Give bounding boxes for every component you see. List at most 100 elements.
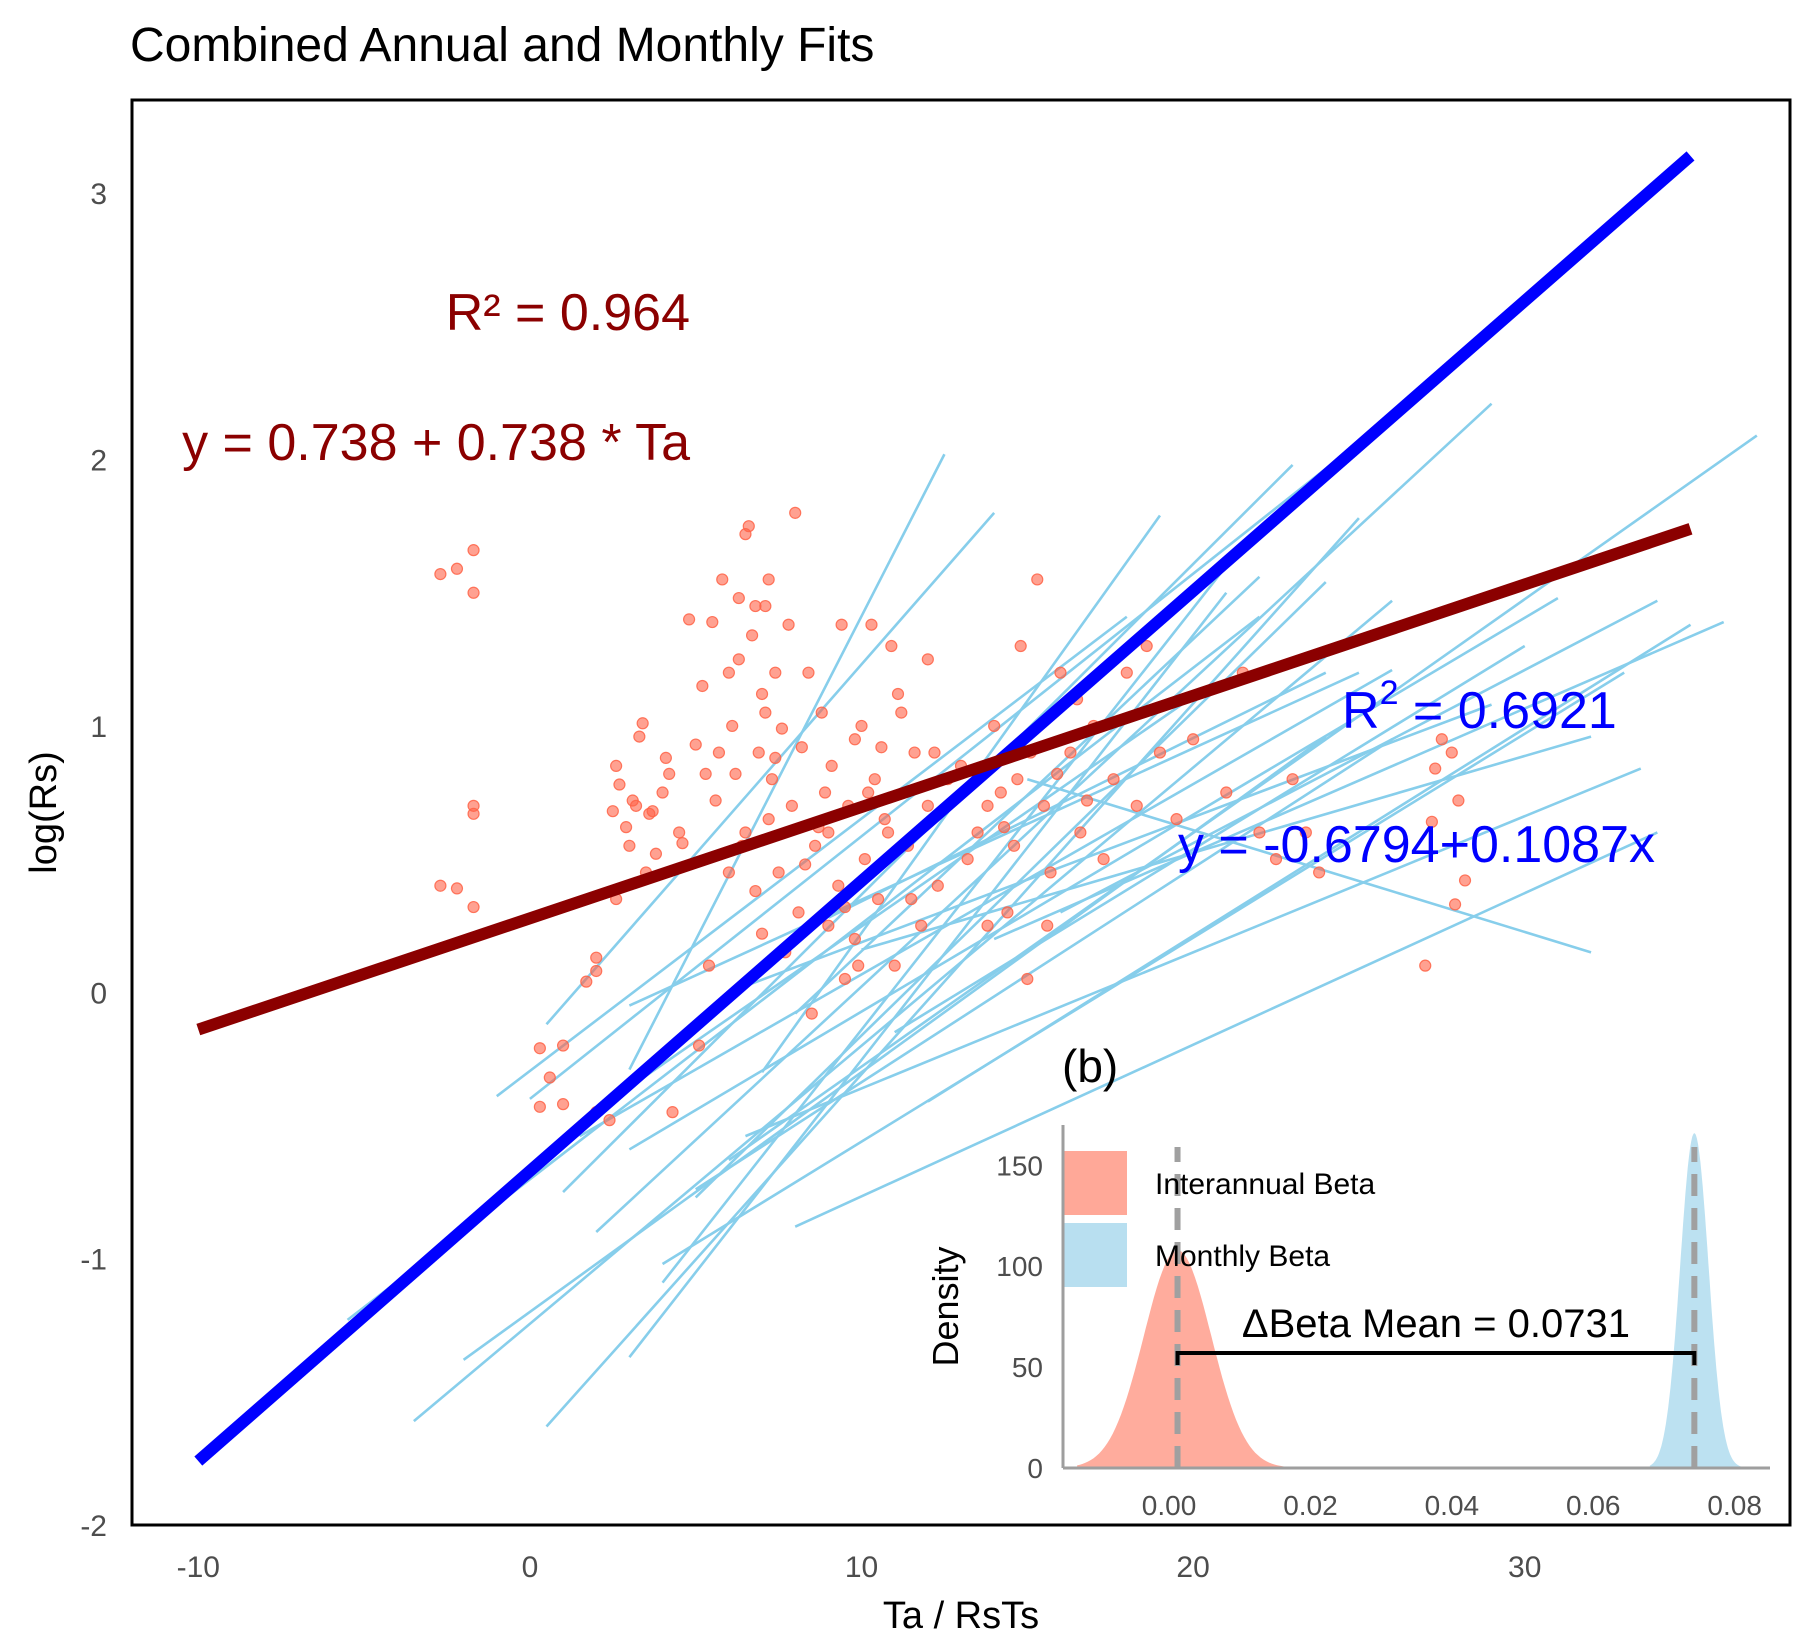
data-point <box>795 741 808 754</box>
data-point <box>533 1042 546 1055</box>
inset-x-tick-label: 0.02 <box>1283 1490 1338 1521</box>
data-point <box>1458 874 1472 887</box>
data-point <box>467 900 480 914</box>
overall-r2-text: R2 = 0.6921 <box>1342 674 1617 740</box>
monthly-fit-line <box>927 623 1692 1103</box>
monthly-fit-line <box>694 581 1327 1199</box>
data-point <box>1452 794 1465 807</box>
x-tick-label: 0 <box>522 1551 539 1584</box>
data-point <box>659 751 672 764</box>
data-point <box>799 858 812 871</box>
data-point <box>1011 773 1024 786</box>
plot-frame <box>130 98 1792 1527</box>
data-point <box>921 799 934 812</box>
y-tick-label: 0 <box>90 977 107 1010</box>
legend-label-interannual: Interannual Beta <box>1155 1168 1375 1201</box>
data-point <box>1429 762 1442 775</box>
data-point <box>646 805 659 818</box>
inset-x-tick-label: 0.06 <box>1566 1490 1621 1521</box>
data-point <box>868 773 881 786</box>
data-point <box>981 799 994 812</box>
inset-chart: (b) Interannual Beta Monthly Beta ΔBeta Mea… <box>925 1040 1770 1521</box>
data-point <box>858 853 871 866</box>
data-point <box>1007 839 1021 852</box>
overall-r2-sup: 2 <box>1380 674 1399 712</box>
data-point <box>1001 906 1014 919</box>
y-tick-label: 3 <box>90 178 107 211</box>
legend-label-monthly: Monthly Beta <box>1155 1240 1330 1273</box>
data-point <box>891 687 905 701</box>
data-point <box>543 1071 556 1084</box>
data-point <box>739 826 752 839</box>
data-point <box>689 738 702 751</box>
annual-fit-line <box>196 523 1693 1036</box>
data-point <box>610 759 623 772</box>
data-point <box>885 639 898 653</box>
data-point <box>1445 746 1458 759</box>
data-point <box>1031 573 1044 586</box>
monthly-fit-line <box>628 453 946 1071</box>
data-point <box>769 751 782 764</box>
data-point <box>467 544 480 557</box>
inset-x-tick-label: 0.00 <box>1142 1490 1197 1521</box>
data-point <box>998 821 1011 834</box>
data-point <box>762 573 775 586</box>
data-point <box>838 972 852 986</box>
data-point <box>871 892 885 906</box>
monthly-fit-lines <box>346 362 1758 1428</box>
monthly-fit-line <box>861 735 1592 951</box>
data-point <box>762 813 775 826</box>
data-point <box>875 741 888 754</box>
overall-r2-base: R <box>1342 682 1380 740</box>
data-point <box>921 653 934 666</box>
annotations: R² = 0.964 y = 0.738 + 0.738 * Ta R2 = 0.6… <box>182 284 1655 874</box>
inset-y-tick-label: 100 <box>996 1251 1043 1282</box>
data-point <box>533 1100 546 1113</box>
inset-y-axis-label: Density <box>925 1246 966 1366</box>
data-point <box>895 706 908 719</box>
monthly-fit-line <box>628 596 1559 1151</box>
data-point <box>1253 826 1266 839</box>
data-point <box>981 919 994 932</box>
data-point <box>759 706 772 719</box>
data-point <box>467 586 480 599</box>
monthly-fit-line <box>661 671 1625 1266</box>
data-point <box>580 975 593 988</box>
data-point <box>702 959 716 972</box>
data-point <box>782 618 795 631</box>
data-point <box>1021 972 1034 986</box>
data-point <box>755 927 769 940</box>
data-point <box>971 826 984 839</box>
data-point <box>722 666 735 679</box>
data-point <box>590 964 603 978</box>
overall-equation-text: y = -0.6794+0.1087x <box>1178 816 1655 874</box>
data-point <box>1140 639 1153 653</box>
data-point <box>928 746 941 759</box>
x-tick-label: 30 <box>1508 1551 1541 1584</box>
monthly-fit-line <box>695 738 1393 1191</box>
data-point <box>1041 919 1054 932</box>
data-point <box>656 786 669 799</box>
data-point <box>772 866 785 879</box>
data-point <box>626 794 639 807</box>
data-point <box>450 882 464 895</box>
data-point <box>1054 666 1067 679</box>
data-point <box>1130 799 1143 812</box>
data-point <box>745 629 759 642</box>
data-point <box>802 666 815 679</box>
annual-r2-text: R² = 0.964 <box>446 284 690 342</box>
data-point <box>1419 959 1432 972</box>
data-point <box>649 847 663 860</box>
legend-swatch-monthly <box>1063 1223 1127 1287</box>
monthly-fit-line <box>495 615 1128 1098</box>
inset-x-tick-label: 0.04 <box>1425 1490 1480 1521</box>
chart-title: Combined Annual and Monthly Fits <box>130 19 875 72</box>
data-point <box>739 528 752 541</box>
data-point <box>832 879 845 892</box>
legend-swatch-interannual <box>1063 1151 1127 1215</box>
data-point <box>434 879 447 892</box>
data-point <box>613 778 626 791</box>
data-point <box>915 919 928 932</box>
